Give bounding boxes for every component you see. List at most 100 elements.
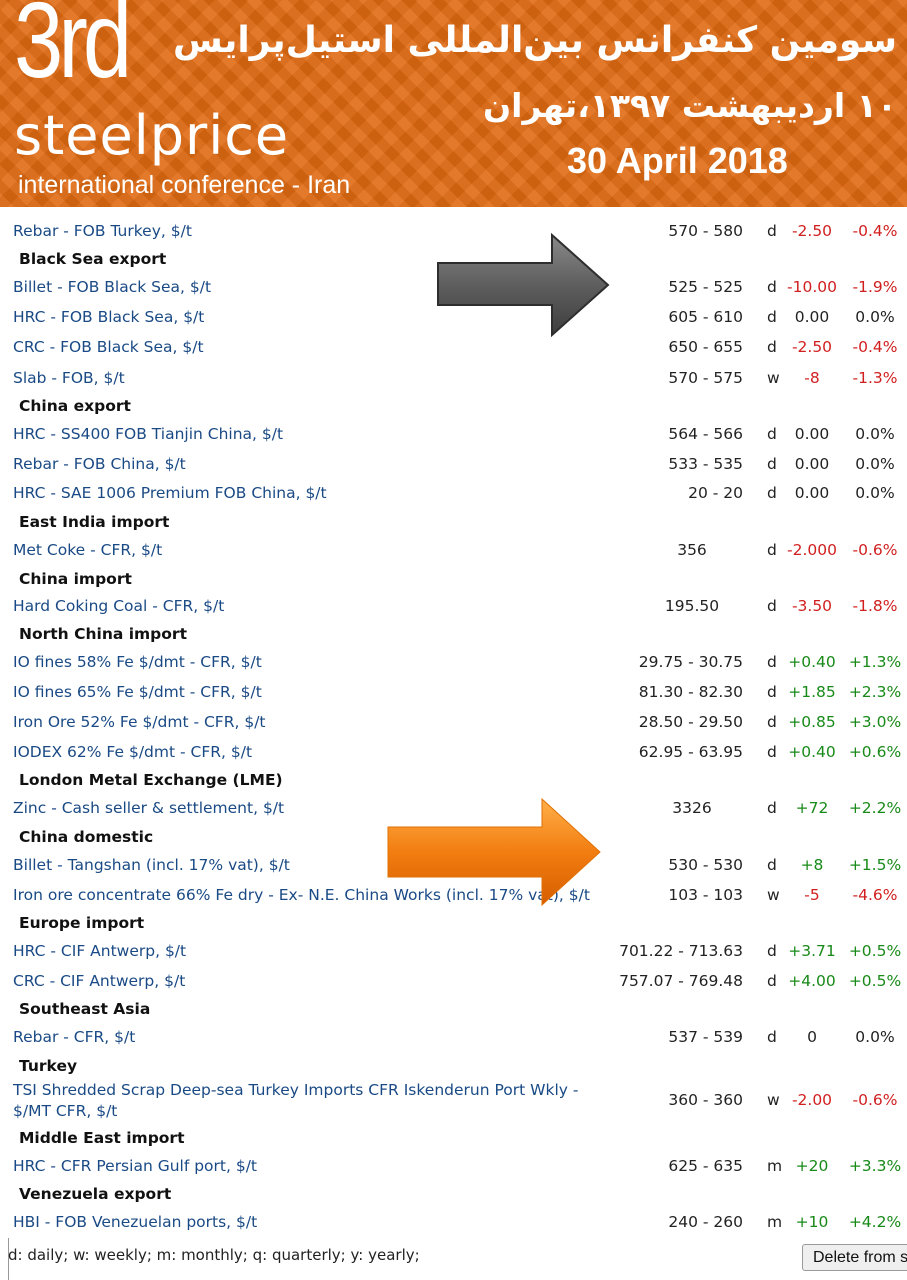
section-header-label: East India import [19, 513, 170, 531]
change-value: +8 [800, 856, 824, 874]
product-link[interactable]: IO fines 58% Fe $/dmt - CFR, $/t [13, 653, 262, 671]
change-percent: 0.0% [855, 308, 895, 326]
logo-subtitle: international conference - Iran [18, 171, 351, 199]
change-value: -2.50 [791, 222, 833, 240]
product-link[interactable]: HRC - SS400 FOB Tianjin China, $/t [13, 425, 284, 443]
price-value: 533 - 535 [668, 455, 743, 473]
change-value: +72 [795, 799, 829, 817]
product-link[interactable]: Rebar - FOB China, $/t [13, 455, 186, 473]
change-percent: +1.3% [848, 653, 902, 671]
product-link[interactable]: Billet - Tangshan (incl. 17% vat), $/t [13, 856, 290, 874]
change-value: -3.50 [791, 597, 833, 615]
product-link[interactable]: HRC - CIF Antwerp, $/t [13, 942, 187, 960]
product-link[interactable]: Rebar - CFR, $/t [13, 1028, 136, 1046]
price-value: 757.07 - 769.48 [619, 972, 743, 990]
change-percent: 0.0% [855, 1028, 895, 1046]
frequency-code: w [767, 369, 780, 387]
change-value: 0 [807, 1028, 817, 1046]
frequency-code: d [767, 455, 777, 473]
conference-banner: 3rd steelprice international conference … [0, 0, 907, 207]
section-header-label: China export [19, 397, 131, 415]
price-value: 537 - 539 [668, 1028, 743, 1046]
price-value: 195.50 [664, 597, 720, 615]
change-percent: -0.4% [852, 222, 898, 240]
change-value: 0.00 [794, 455, 830, 473]
price-value: 570 - 575 [668, 369, 743, 387]
price-value: 570 - 580 [668, 222, 743, 240]
change-value: +0.40 [788, 743, 836, 761]
conference-date-fa: ۱۰ اردیبهشت ۱۳۹۷،تهران [483, 86, 897, 125]
change-percent: +2.3% [848, 683, 902, 701]
change-value: 0.00 [794, 484, 830, 502]
section-header-label: Southeast Asia [19, 1000, 151, 1018]
change-value: -5 [804, 886, 820, 904]
product-link[interactable]: Zinc - Cash seller & settlement, $/t [13, 799, 285, 817]
product-link[interactable]: Rebar - FOB Turkey, $/t [13, 222, 192, 240]
change-value: +20 [795, 1157, 829, 1175]
change-value: +4.00 [788, 972, 836, 990]
product-link[interactable]: IO fines 65% Fe $/dmt - CFR, $/t [13, 683, 262, 701]
frequency-code: d [767, 743, 777, 761]
change-percent: 0.0% [855, 425, 895, 443]
product-link[interactable]: HRC - FOB Black Sea, $/t [13, 308, 205, 326]
price-value: 3326 [672, 799, 712, 817]
frequency-code: d [767, 972, 777, 990]
product-link[interactable]: TSI Shredded Scrap Deep-sea Turkey Impor… [13, 1081, 579, 1120]
change-percent: 0.0% [855, 484, 895, 502]
price-value: 356 [677, 541, 707, 559]
section-header-label: Middle East import [19, 1129, 185, 1147]
frequency-code: m [767, 1157, 783, 1175]
change-value: -2.00 [791, 1091, 833, 1109]
change-value: +0.85 [788, 713, 836, 731]
change-percent: +0.5% [848, 972, 902, 990]
section-header-label: Turkey [19, 1057, 78, 1075]
frequency-code: w [767, 1091, 780, 1109]
price-value: 650 - 655 [668, 338, 743, 356]
change-value: +10 [795, 1213, 829, 1231]
frequency-code: d [767, 653, 777, 671]
price-value: 530 - 530 [668, 856, 743, 874]
product-link[interactable]: HRC - SAE 1006 Premium FOB China, $/t [13, 484, 327, 502]
delete-button[interactable]: Delete from s [802, 1244, 907, 1271]
change-value: -8 [804, 369, 820, 387]
frequency-legend: d: daily; w: weekly; m: monthly; q: quar… [8, 1246, 420, 1264]
product-link[interactable]: Iron Ore 52% Fe $/dmt - CFR, $/t [13, 713, 266, 731]
product-link[interactable]: Billet - FOB Black Sea, $/t [13, 278, 212, 296]
product-link[interactable]: Hard Coking Coal - CFR, $/t [13, 597, 225, 615]
frequency-code: d [767, 222, 777, 240]
product-link[interactable]: Slab - FOB, $/t [13, 369, 125, 387]
frequency-code: d [767, 308, 777, 326]
conference-title-fa: سومین کنفرانس بین‌المللی استیل‌پرایس [173, 20, 897, 61]
product-link[interactable]: Met Coke - CFR, $/t [13, 541, 163, 559]
frequency-code: d [767, 278, 777, 296]
product-link[interactable]: Iron ore concentrate 66% Fe dry - Ex- N.… [13, 886, 590, 904]
product-link[interactable]: HBI - FOB Venezuelan ports, $/t [13, 1213, 258, 1231]
product-link[interactable]: CRC - CIF Antwerp, $/t [13, 972, 186, 990]
section-header-label: China domestic [19, 828, 154, 846]
change-percent: +1.5% [848, 856, 902, 874]
section-header-label: China import [19, 570, 132, 588]
change-percent: +4.2% [848, 1213, 902, 1231]
frequency-code: d [767, 942, 777, 960]
product-link[interactable]: CRC - FOB Black Sea, $/t [13, 338, 204, 356]
change-percent: +2.2% [848, 799, 902, 817]
frequency-code: d [767, 713, 777, 731]
section-header-label: London Metal Exchange (LME) [19, 771, 283, 789]
product-link[interactable]: IODEX 62% Fe $/dmt - CFR, $/t [13, 743, 253, 761]
price-value: 564 - 566 [668, 425, 743, 443]
change-percent: 0.0% [855, 455, 895, 473]
section-header-label: Europe import [19, 914, 145, 932]
price-value: 81.30 - 82.30 [638, 683, 743, 701]
product-link[interactable]: HRC - CFR Persian Gulf port, $/t [13, 1157, 258, 1175]
frequency-code: d [767, 799, 777, 817]
section-header-label: Black Sea export [19, 250, 167, 268]
price-value: 625 - 635 [668, 1157, 743, 1175]
section-header-label: Venezuela export [19, 1185, 172, 1203]
change-value: -2.000 [787, 541, 837, 559]
change-percent: +0.5% [848, 942, 902, 960]
change-value: +0.40 [788, 653, 836, 671]
frequency-code: d [767, 541, 777, 559]
change-value: 0.00 [794, 425, 830, 443]
frequency-code: d [767, 1028, 777, 1046]
